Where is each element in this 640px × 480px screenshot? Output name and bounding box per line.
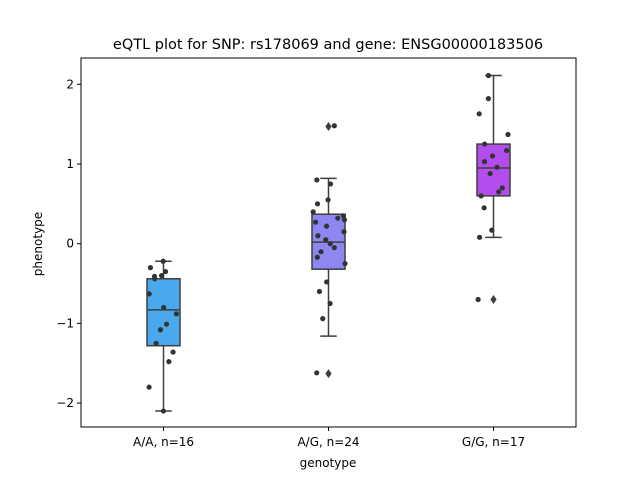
data-point (327, 241, 333, 247)
y-tick-label: 1 (66, 157, 74, 171)
x-axis-label: genotype (300, 456, 357, 470)
data-point (324, 223, 330, 229)
data-point (496, 189, 502, 195)
data-point (331, 123, 337, 129)
data-point (173, 311, 179, 317)
data-point (146, 291, 152, 297)
data-point (482, 141, 488, 147)
data-point (324, 279, 330, 285)
data-point (341, 217, 348, 223)
data-point (157, 327, 164, 333)
data-point (325, 197, 331, 203)
data-point (485, 96, 492, 102)
y-tick-label: 2 (66, 77, 74, 91)
data-point (485, 72, 492, 79)
data-point (314, 370, 320, 376)
data-point (151, 273, 158, 279)
data-point (162, 268, 169, 275)
data-point (335, 215, 341, 221)
outlier-marker (325, 122, 332, 132)
data-point (160, 258, 166, 264)
data-point (476, 234, 483, 240)
data-point (489, 227, 495, 233)
data-point (314, 201, 321, 207)
data-point (499, 185, 505, 191)
data-point (310, 209, 316, 215)
data-point (327, 181, 334, 187)
data-point (481, 159, 488, 165)
data-point (166, 359, 172, 365)
axes-frame (80, 57, 577, 428)
data-point (146, 384, 152, 390)
x-tick-label: A/G, n=24 (297, 435, 359, 449)
outlier-marker (490, 294, 497, 304)
data-point (323, 237, 329, 243)
data-point (320, 316, 326, 322)
data-point (489, 153, 496, 159)
chart-title: eQTL plot for SNP: rs178069 and gene: EN… (113, 37, 543, 53)
data-point (331, 245, 337, 251)
data-point (503, 147, 510, 154)
y-axis-label: phenotype (31, 212, 45, 276)
data-point (314, 254, 320, 260)
y-tick-label: −2 (56, 396, 74, 410)
data-point (170, 349, 176, 355)
data-point (316, 288, 323, 295)
data-point (160, 408, 167, 414)
data-point (487, 170, 493, 177)
data-point (478, 193, 484, 199)
data-point (153, 340, 159, 346)
data-point (505, 131, 511, 138)
x-tick-label: A/A, n=16 (133, 435, 194, 449)
data-point (340, 213, 347, 219)
x-tick-label: G/G, n=17 (462, 435, 525, 449)
y-tick-label: −1 (56, 316, 74, 330)
data-point (314, 177, 320, 183)
data-point (313, 219, 319, 225)
data-point (475, 296, 481, 303)
data-point (158, 272, 165, 279)
y-tick-label: 0 (66, 237, 74, 251)
outlier-marker (325, 369, 332, 379)
data-point (341, 229, 347, 235)
plot-area: −2 −1 0 1 2 A/A, n=16 A/G, n=24 G/G, n=17 (56, 72, 525, 449)
data-point (147, 265, 154, 271)
data-point (315, 233, 321, 239)
data-point (163, 321, 170, 327)
data-point (476, 111, 482, 117)
data-point (494, 164, 500, 170)
data-point (161, 304, 167, 311)
data-point (481, 205, 487, 211)
data-point (342, 261, 348, 267)
data-point (327, 300, 333, 307)
data-point (318, 249, 324, 255)
